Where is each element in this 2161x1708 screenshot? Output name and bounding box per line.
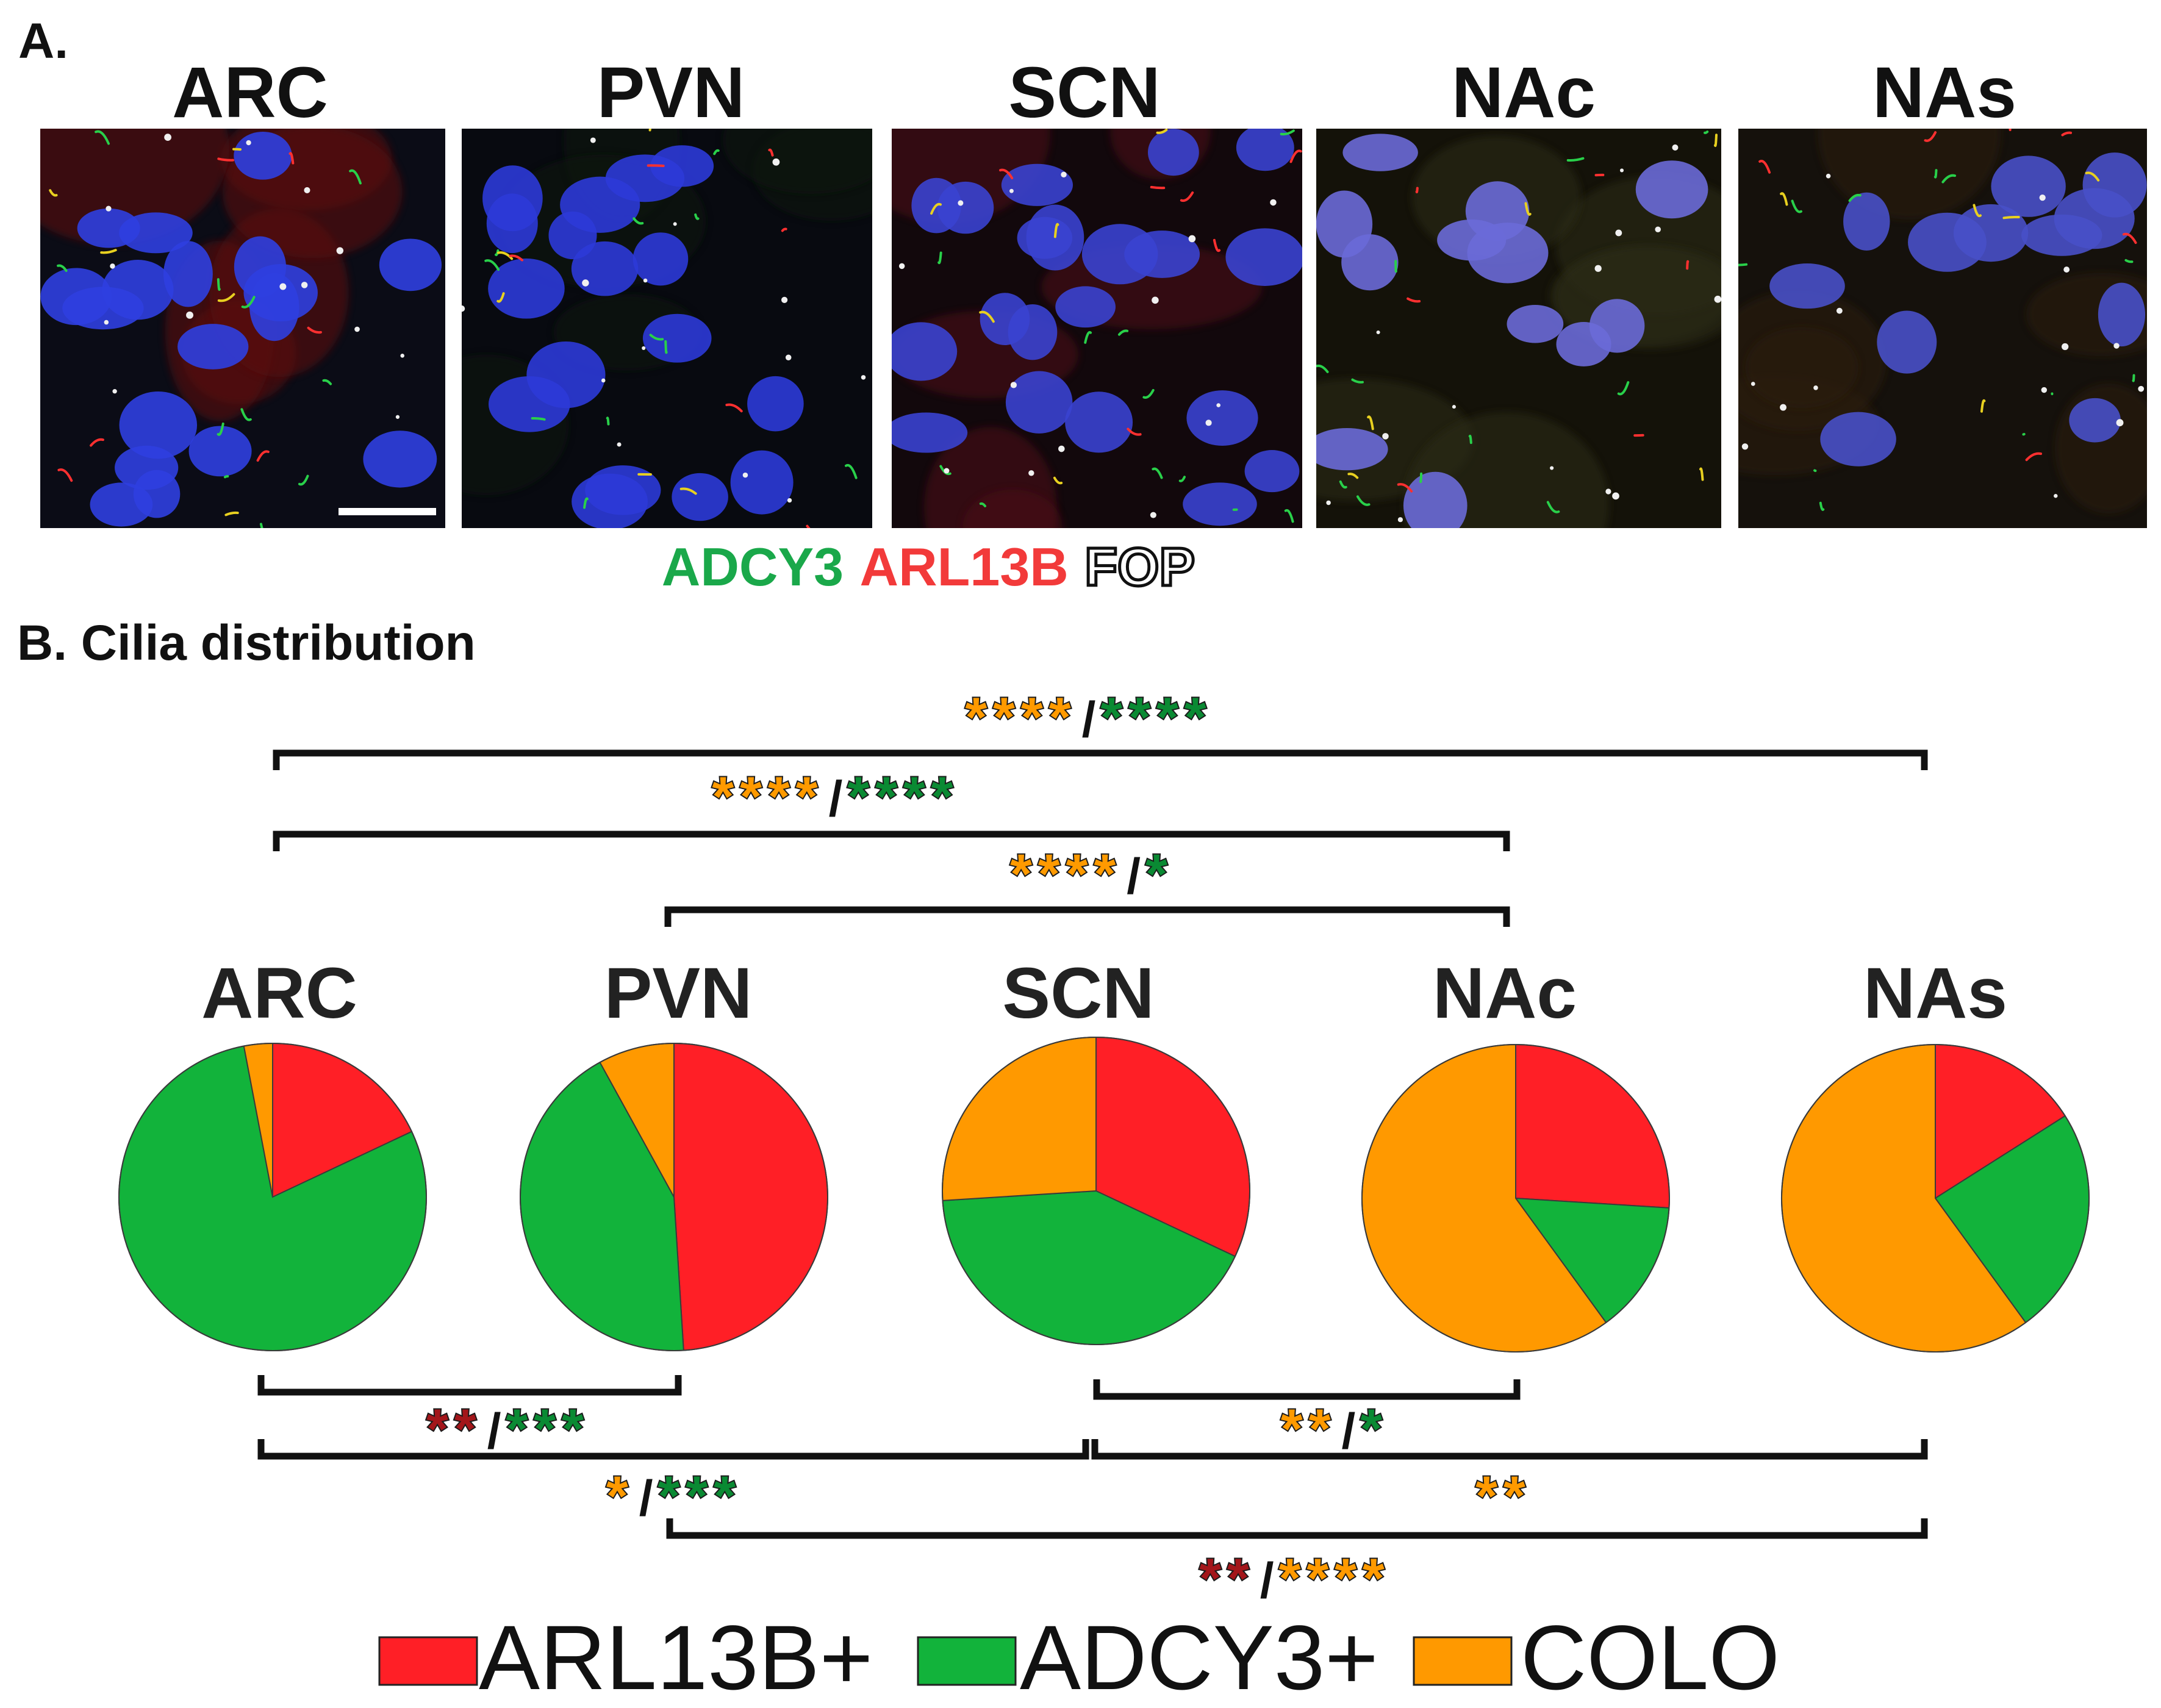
stain-fop: FOP xyxy=(1084,537,1195,597)
panel-a-region-titles: ARC PVN SCN NAc NAs xyxy=(172,52,2016,133)
pie-label-pvn: PVN xyxy=(604,953,753,1034)
pie-arc xyxy=(118,1042,427,1351)
bracket-pvn-nas: **/**** xyxy=(666,1518,1928,1611)
bracket-arc-nac: ****/**** xyxy=(273,765,1510,851)
legend-item-colo: COLO xyxy=(1413,1606,1780,1708)
significance-label: **/*** xyxy=(426,1398,590,1460)
scale-bar xyxy=(339,508,436,515)
legend-swatch xyxy=(917,1636,1017,1686)
pie-label-arc: ARC xyxy=(201,953,357,1034)
pie-scn xyxy=(942,1036,1250,1345)
pie-charts xyxy=(118,1036,2090,1352)
pie-slice-nac-arl13b-pos xyxy=(1515,1043,1670,1209)
pie-label-nac: NAc xyxy=(1433,953,1577,1034)
significance-label: ****/* xyxy=(1010,843,1174,906)
pie-label-scn: SCN xyxy=(1002,953,1154,1034)
pie-nas xyxy=(1780,1043,2090,1352)
image-title-pvn: PVN xyxy=(597,52,745,133)
micrograph-pvn xyxy=(462,129,872,528)
image-title-scn: SCN xyxy=(1008,52,1160,133)
image-title-nas: NAs xyxy=(1873,52,2016,133)
micrograph-arc xyxy=(40,129,445,528)
bracket-scn-nas: ** xyxy=(1091,1439,1928,1529)
bracket-arc-nas: ****/**** xyxy=(273,685,1928,770)
legend-label: COLO xyxy=(1521,1606,1780,1708)
micrograph-nac xyxy=(1316,129,1721,528)
significance-label: ** xyxy=(1475,1465,1532,1528)
pie-nac xyxy=(1361,1043,1670,1352)
stain-arl13b: ARL13B xyxy=(860,537,1069,597)
stain-legend: ADCY3 ARL13B FOP xyxy=(662,537,1195,597)
pie-label-nas: NAs xyxy=(1863,953,2007,1034)
bracket-scn-nac: **/* xyxy=(1093,1379,1521,1462)
pie-region-labels: ARC PVN SCN NAc NAs xyxy=(201,953,2007,1034)
micrograph-row xyxy=(40,129,2147,528)
significance-brackets: ****/********/********/***/*** **/**/*** *… xyxy=(257,685,1928,1611)
significance-label: ****/**** xyxy=(712,766,959,828)
significance-label: */*** xyxy=(606,1465,742,1528)
bracket-arc-scn: */*** xyxy=(257,1439,1089,1529)
legend-item-adcy3-pos: ADCY3+ xyxy=(917,1606,1378,1708)
micrograph-scn xyxy=(892,129,1302,528)
legend-label: ADCY3+ xyxy=(1020,1606,1378,1708)
panel-a-label: A. xyxy=(18,13,68,69)
bracket-arc-pvn: **/*** xyxy=(257,1375,682,1462)
image-title-arc: ARC xyxy=(172,52,328,133)
panel-b-title: B. Cilia distribution xyxy=(17,615,476,671)
stain-adcy3: ADCY3 xyxy=(662,537,844,597)
chart-legend: ARL13B+ ADCY3+ COLO xyxy=(378,1606,1780,1708)
micrograph-nas xyxy=(1738,129,2147,528)
image-title-nac: NAc xyxy=(1452,52,1596,133)
pie-slice-pvn-arl13b-pos xyxy=(673,1042,828,1351)
legend-label: ARL13B+ xyxy=(479,1606,873,1708)
legend-swatch xyxy=(1413,1636,1513,1686)
legend-item-arl13b-pos: ARL13B+ xyxy=(378,1606,873,1708)
pie-slice-scn-colo xyxy=(942,1036,1097,1201)
legend-swatch xyxy=(378,1636,478,1686)
pie-pvn xyxy=(520,1042,828,1351)
bracket-pvn-nac: ****/* xyxy=(664,842,1510,927)
significance-label: ****/**** xyxy=(965,687,1212,749)
significance-label: **/* xyxy=(1281,1398,1388,1460)
significance-label: **/**** xyxy=(1199,1548,1391,1610)
